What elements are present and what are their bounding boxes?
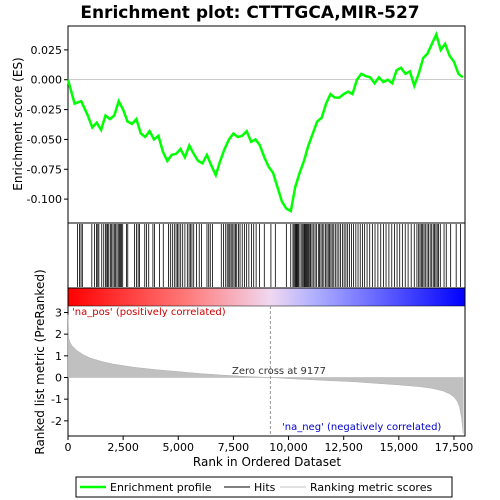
- ranking-metric-area: [67, 314, 464, 434]
- legend-profile-label: Enrichment profile: [110, 481, 212, 494]
- es-ytick-label: 0.025: [31, 44, 63, 57]
- x-axis-label: Rank in Ordered Dataset: [193, 455, 341, 469]
- xtick-label: 5,000: [163, 441, 195, 454]
- xtick-label: 10,000: [269, 441, 308, 454]
- legend-hits-label: Hits: [254, 481, 276, 494]
- xtick-label: 0: [65, 441, 72, 454]
- rank-color-bar: [67, 287, 466, 307]
- zero-cross-label: Zero cross at 9177: [232, 366, 326, 377]
- hits-panel-frame: [67, 222, 466, 289]
- xtick-label: 7,500: [218, 441, 250, 454]
- xtick-label: 2,500: [107, 441, 139, 454]
- legend-box: [75, 476, 453, 498]
- xtick-label: 17,500: [435, 441, 474, 454]
- hit-marks: [77, 224, 461, 287]
- x-ticks: 0 2,500 5,000 7,500 10,000 12,500 15,000 17,500: [65, 436, 474, 454]
- legend: Enrichment profile Hits Ranking metric s…: [75, 476, 453, 498]
- metric-panel: 3 2 1 0 -1 -2 'na_pos' (positively correlated…: [33, 269, 466, 455]
- metric-ytick-label: 1: [55, 350, 62, 363]
- metric-ytick-label: 3: [55, 307, 62, 320]
- enrichment-profile-line: [66, 30, 464, 214]
- xtick-label: 12,500: [324, 441, 363, 454]
- na-neg-label: 'na_neg' (negatively correlated): [282, 422, 441, 433]
- es-ytick-label: -0.050: [27, 133, 62, 146]
- metric-ytick-label: 0: [55, 372, 62, 385]
- xtick-label: 15,000: [380, 441, 419, 454]
- es-y-ticks: 0.025 0.000 -0.025 -0.050 -0.075 -0.100: [27, 44, 68, 206]
- es-ytick-label: -0.100: [27, 193, 62, 206]
- metric-ytick-label: 2: [55, 328, 62, 341]
- es-ytick-label: -0.075: [27, 163, 62, 176]
- hits-panel: [67, 222, 466, 307]
- es-ytick-label: -0.025: [27, 104, 62, 117]
- chart-title: Enrichment plot: CTTTGCA,MIR-527: [80, 3, 419, 23]
- metric-y-ticks: 3 2 1 0 -1 -2: [51, 307, 68, 428]
- na-pos-label: 'na_pos' (positively correlated): [72, 307, 226, 318]
- metric-ytick-label: -2: [51, 415, 62, 428]
- es-panel-frame: [67, 25, 466, 224]
- metric-ylabel: Ranked list metric (PreRanked): [33, 269, 47, 454]
- es-panel: 0.025 0.000 -0.025 -0.050 -0.075 -0.100 Enric…: [11, 25, 466, 224]
- es-ytick-label: 0.000: [31, 74, 63, 87]
- es-ylabel: Enrichment score (ES): [11, 57, 25, 190]
- legend-metric-label: Ranking metric scores: [310, 481, 432, 494]
- metric-ytick-label: -1: [51, 393, 62, 406]
